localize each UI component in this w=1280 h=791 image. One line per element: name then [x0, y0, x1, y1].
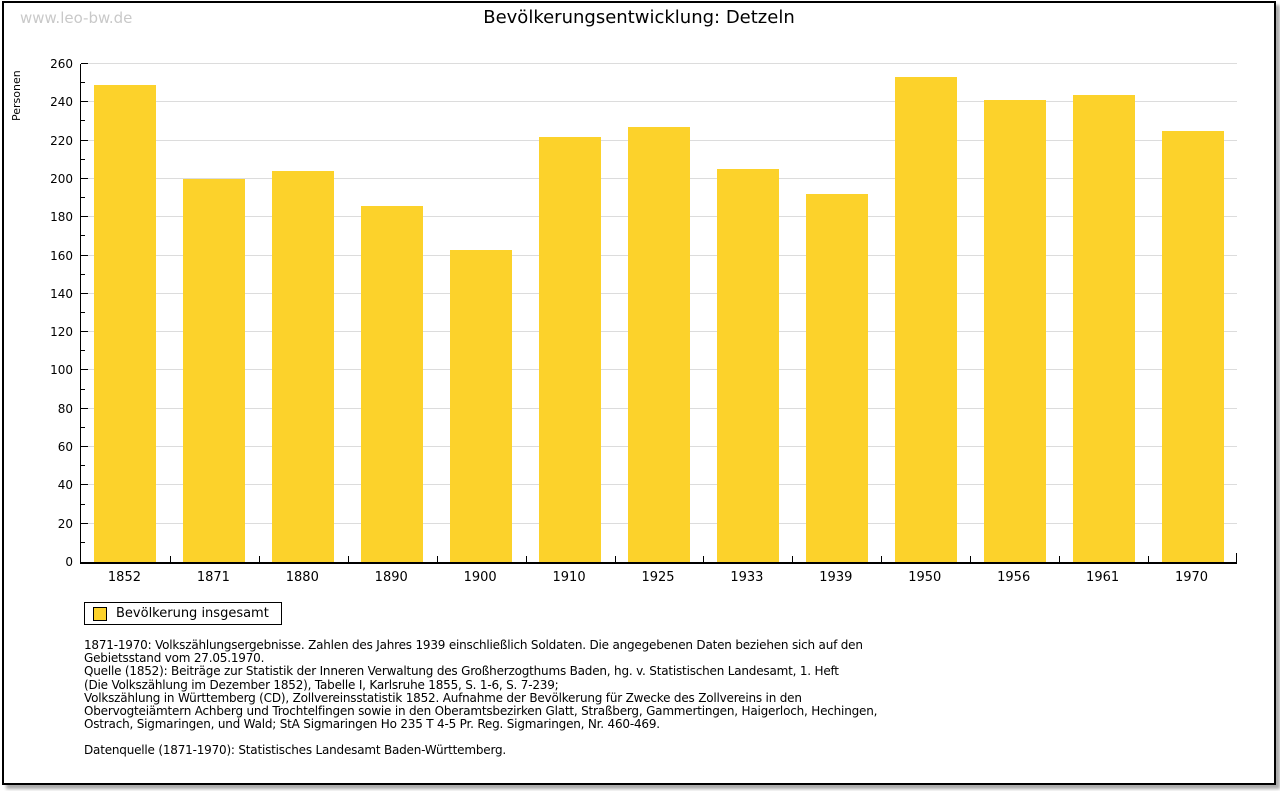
x-tick-label: 1852	[107, 570, 141, 585]
x-axis-end-tick	[1236, 553, 1237, 562]
datasource-line: Datenquelle (1871-1970): Statistisches L…	[84, 743, 507, 757]
y-minor-tick	[81, 235, 85, 237]
x-boundary-tick	[792, 556, 794, 562]
y-minor-tick	[81, 158, 85, 160]
y-tick-label: 180	[50, 210, 73, 225]
y-minor-tick	[81, 541, 85, 543]
plot-area: 0 20 40 60 80 100 120 140 160 180 200 220 240 260	[50, 57, 1237, 569]
y-major-tick	[81, 101, 88, 103]
y-major-tick	[81, 139, 88, 141]
x-boundary-tick	[258, 556, 260, 562]
y-tick-label: 40	[57, 478, 73, 493]
x-tick-label: 1910	[552, 570, 586, 585]
x-boundary-tick	[525, 556, 527, 562]
x-tick-label: 1970	[1174, 570, 1209, 585]
legend-swatch-icon	[93, 606, 107, 621]
y-tick-label: 100	[50, 363, 73, 378]
y-major-tick	[81, 63, 88, 64]
x-tick-label: 1900	[463, 570, 497, 585]
y-minor-tick	[81, 82, 85, 84]
y-minor-tick	[81, 312, 85, 313]
bar	[539, 136, 602, 562]
y-tick-label: 120	[50, 325, 73, 340]
x-tick-label: 1890	[374, 570, 408, 585]
y-tick-label: 0	[65, 555, 73, 569]
x-boundary-tick	[1148, 556, 1150, 562]
bar	[983, 100, 1046, 562]
bar	[450, 249, 513, 562]
x-boundary-tick	[703, 556, 705, 562]
y-minor-tick	[81, 197, 85, 199]
bar	[716, 169, 779, 562]
x-tick-label: 1961	[1086, 570, 1120, 585]
y-tick-label: 140	[50, 286, 73, 301]
y-axis-label: Personen	[10, 70, 23, 121]
y-major-tick	[81, 254, 88, 256]
footnote-line: Quelle (1852): Beiträge zur Statistik de…	[84, 664, 839, 679]
x-boundary-tick	[436, 556, 438, 562]
page-title: Bevölkerungsentwicklung: Detzeln	[483, 7, 795, 28]
bar	[272, 171, 335, 562]
y-major-tick	[81, 484, 88, 486]
y-tick-label: 240	[50, 95, 73, 110]
footnote-line: Obervogteiämtern Achberg und Trochtelfin…	[84, 703, 878, 718]
x-boundary-tick	[169, 556, 171, 562]
y-major-tick	[81, 216, 88, 218]
gridline	[81, 63, 1237, 64]
y-major-tick	[81, 292, 88, 294]
y-minor-tick	[81, 465, 85, 467]
x-boundary-tick	[347, 556, 349, 562]
y-minor-tick	[81, 426, 85, 428]
x-tick-label: 1880	[285, 570, 319, 585]
y-minor-tick	[81, 273, 85, 275]
x-axis-labels: 1852 1871 1880 1890 1900 1910 1925 1933 1939 1950…	[80, 570, 1236, 585]
gridline	[81, 101, 1237, 103]
y-minor-tick	[81, 388, 85, 390]
y-tick-label: 20	[57, 516, 73, 531]
footnote-line: (Die Volkszählung im Dezember 1852), Tab…	[84, 677, 559, 692]
y-tick-label: 220	[50, 133, 73, 148]
footnote-line: Volkszählung in Württemberg (CD), Zollve…	[84, 690, 802, 705]
footnote-line: Ostrach, Sigmaringen, und Wald; StA Sigm…	[84, 717, 660, 732]
y-major-tick	[81, 331, 88, 333]
y-tick-label: 200	[50, 171, 73, 186]
x-boundary-tick	[614, 556, 616, 562]
y-major-tick	[81, 407, 88, 409]
y-major-tick	[81, 446, 88, 448]
bar	[1072, 94, 1135, 562]
footnote-line: Gebietsstand vom 27.05.1970.	[84, 651, 265, 666]
x-tick-label: 1925	[641, 570, 675, 585]
x-tick-label: 1956	[997, 570, 1031, 585]
y-major-tick	[81, 522, 88, 524]
watermark: www.leo-bw.de	[20, 9, 133, 27]
bar	[94, 85, 157, 562]
legend: Bevölkerung insgesamt	[84, 602, 282, 625]
bar	[805, 194, 868, 562]
y-tick-label: 260	[50, 57, 73, 71]
bar	[1161, 131, 1224, 562]
footnote: 1871-1970: Volkszählungsergebnisse. Zahl…	[84, 638, 878, 732]
y-major-tick	[81, 177, 88, 179]
y-minor-tick	[81, 350, 85, 352]
x-boundary-tick	[881, 556, 883, 562]
y-major-tick	[81, 369, 88, 371]
x-tick-label: 1939	[819, 570, 853, 585]
x-boundary-tick	[1059, 556, 1061, 562]
bar	[894, 77, 957, 562]
x-tick-label: 1933	[730, 570, 764, 585]
bar	[361, 205, 424, 562]
legend-label: Bevölkerung insgesamt	[116, 606, 269, 621]
x-tick-label: 1871	[196, 570, 230, 585]
bar	[628, 127, 690, 562]
bar	[183, 178, 246, 562]
y-tick-label: 160	[50, 248, 73, 263]
footnote-line: 1871-1970: Volkszählungsergebnisse. Zahl…	[84, 638, 863, 652]
x-boundary-tick	[970, 556, 972, 562]
y-minor-tick	[81, 120, 85, 122]
y-tick-label: 80	[57, 401, 73, 416]
y-tick-label: 60	[57, 440, 73, 455]
x-tick-label: 1950	[908, 570, 942, 585]
y-minor-tick	[81, 503, 85, 505]
